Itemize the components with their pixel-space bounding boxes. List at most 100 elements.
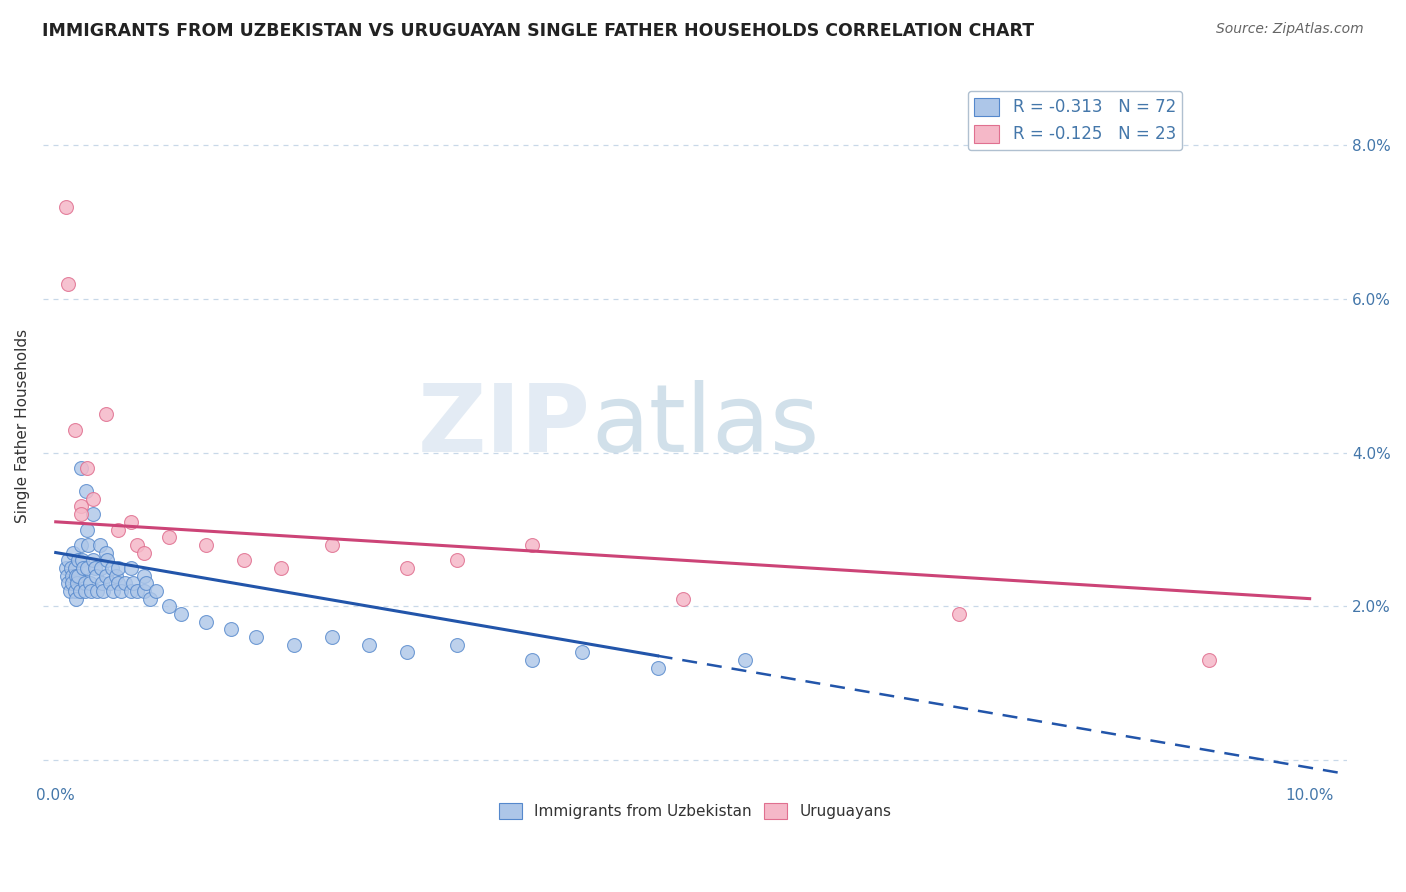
Point (107, 523, 129, 537)
Point (76, 561, 98, 575)
Point (80, 584, 103, 599)
Point (395, 561, 418, 575)
Point (110, 584, 132, 599)
Point (245, 630, 267, 644)
Point (58, 584, 80, 599)
Point (734, 653, 756, 667)
Point (60, 568, 83, 582)
Point (82, 491, 104, 506)
Point (107, 561, 129, 575)
Point (132, 568, 155, 582)
Point (104, 568, 127, 582)
Point (94, 407, 117, 421)
Point (73, 584, 96, 599)
Point (65, 591, 87, 606)
Point (69, 538, 91, 552)
Point (157, 599, 180, 614)
Point (70, 553, 93, 567)
Point (79, 576, 101, 591)
Point (114, 576, 136, 591)
Point (522, 538, 544, 552)
Point (672, 591, 695, 606)
Point (67, 553, 90, 567)
Point (73, 576, 96, 591)
Point (103, 584, 125, 599)
Point (98, 576, 121, 591)
Point (120, 584, 142, 599)
Point (219, 623, 242, 637)
Point (89, 538, 111, 552)
Point (93, 584, 115, 599)
Point (56, 568, 79, 582)
Point (72, 561, 94, 575)
Point (82, 553, 104, 567)
Point (58, 277, 80, 291)
Point (107, 576, 129, 591)
Point (83, 561, 105, 575)
Text: IMMIGRANTS FROM UZBEKISTAN VS URUGUAYAN SINGLE FATHER HOUSEHOLDS CORRELATION CHA: IMMIGRANTS FROM UZBEKISTAN VS URUGUAYAN … (42, 22, 1035, 40)
Point (132, 584, 155, 599)
Point (145, 584, 167, 599)
Text: atlas: atlas (591, 380, 820, 472)
Point (122, 576, 145, 591)
Point (157, 530, 180, 544)
Point (120, 515, 142, 529)
Point (647, 661, 669, 675)
Text: Source: ZipAtlas.com: Source: ZipAtlas.com (1216, 22, 1364, 37)
Point (96, 553, 118, 567)
Point (67, 568, 90, 582)
Point (132, 545, 155, 559)
Point (90, 561, 112, 575)
Point (66, 576, 89, 591)
Point (63, 423, 86, 437)
Point (270, 561, 292, 575)
Point (321, 630, 343, 644)
Point (77, 538, 100, 552)
Point (65, 568, 87, 582)
Point (948, 607, 970, 621)
Point (58, 553, 80, 567)
Point (571, 645, 593, 659)
Point (75, 484, 97, 499)
Point (76, 461, 98, 475)
Point (63, 584, 86, 599)
Point (395, 645, 418, 659)
Point (55, 200, 77, 214)
Point (127, 584, 149, 599)
Point (94, 545, 117, 559)
Point (321, 538, 343, 552)
Point (446, 638, 468, 652)
Point (446, 553, 468, 567)
Point (55, 561, 77, 575)
Point (139, 591, 162, 606)
Point (195, 615, 218, 629)
Point (59, 561, 82, 575)
Point (170, 607, 193, 621)
Point (283, 638, 305, 652)
Point (1198, 653, 1220, 667)
Point (76, 523, 98, 537)
Point (58, 576, 80, 591)
Point (522, 653, 544, 667)
Point (82, 507, 104, 521)
Legend: Immigrants from Uzbekistan, Uruguayans: Immigrants from Uzbekistan, Uruguayans (494, 797, 897, 825)
Point (69, 461, 91, 475)
Point (127, 538, 149, 552)
Point (84, 568, 107, 582)
Text: ZIP: ZIP (418, 380, 591, 472)
Point (63, 561, 86, 575)
Point (62, 545, 84, 559)
Point (135, 576, 157, 591)
Point (69, 584, 91, 599)
Y-axis label: Single Father Households: Single Father Households (15, 329, 30, 523)
Point (60, 576, 83, 591)
Point (86, 584, 108, 599)
Point (69, 500, 91, 514)
Point (120, 561, 142, 575)
Point (94, 568, 117, 582)
Point (232, 553, 254, 567)
Point (101, 561, 124, 575)
Point (91, 576, 114, 591)
Point (359, 638, 381, 652)
Point (69, 507, 91, 521)
